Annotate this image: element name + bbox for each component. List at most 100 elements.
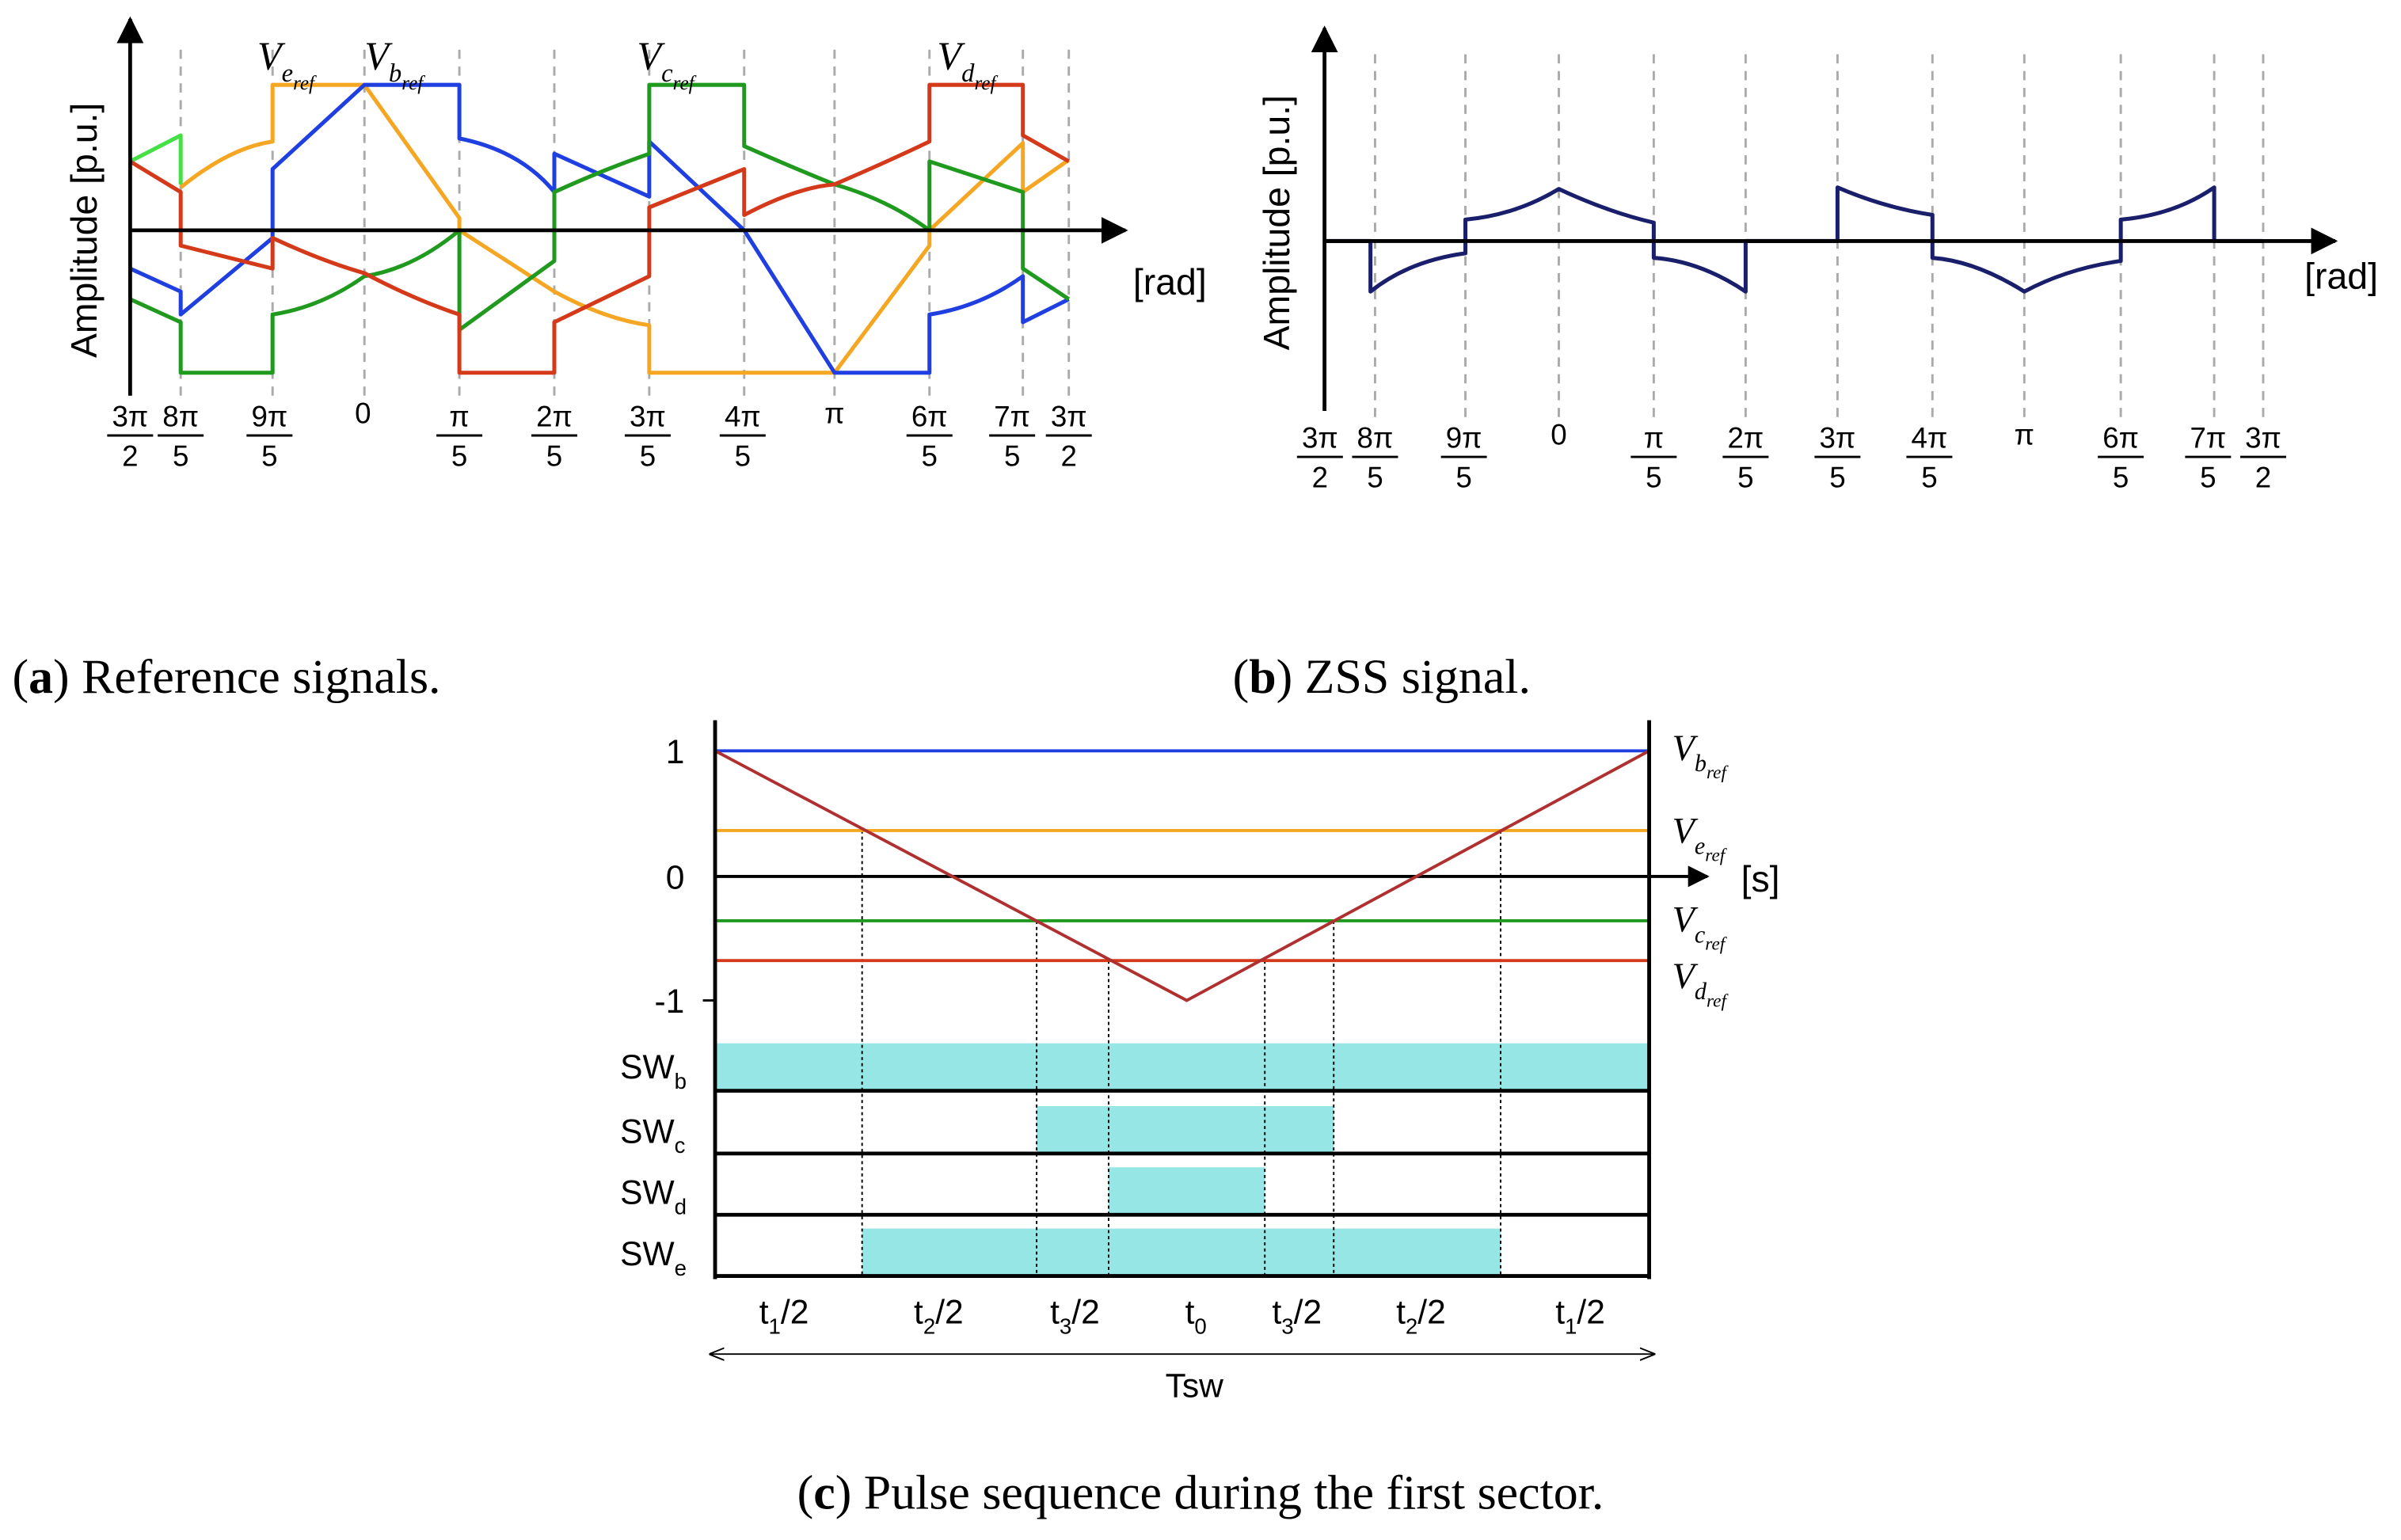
label-sub: d (1695, 978, 1707, 1005)
tick-numerator: π (1644, 421, 1664, 454)
caption-part: b (1249, 650, 1276, 704)
label-sub: d (675, 1194, 687, 1219)
label-rest: /2 (1071, 1294, 1099, 1332)
tick-label: 0 (1551, 419, 1566, 451)
time-unit: [s] (1741, 858, 1780, 899)
caption-part: ( (1233, 650, 1250, 704)
y-axis-label: Amplitude [p.u.] (1256, 95, 1297, 350)
label-main: SW (620, 1235, 675, 1273)
tick-numerator: π (449, 400, 469, 432)
label: Vdref (1672, 956, 1729, 1011)
tick-numerator: 2π (536, 400, 573, 432)
caption-part: ) Pulse sequence during the first sector… (835, 1466, 1604, 1519)
y-tick-label: 1 (666, 733, 685, 771)
tick-denominator: 2 (1060, 440, 1076, 473)
x-axis-unit: [rad] (2304, 255, 2378, 296)
label-sub: c (661, 59, 673, 88)
dotted-guides (861, 830, 1501, 1276)
label-sub: b (675, 1069, 687, 1093)
tick-numerator: 3π (2245, 421, 2281, 454)
label: SWc (620, 1112, 686, 1158)
tick-denominator: 5 (2113, 462, 2129, 494)
y-tick-label: 0 (666, 858, 685, 896)
tick-numerator: 4π (1912, 421, 1948, 454)
label-main: t (1185, 1294, 1195, 1332)
tick-numerator: 4π (725, 400, 761, 432)
tick-denominator: 2 (2255, 462, 2271, 494)
period-label: Tsw (1166, 1367, 1224, 1405)
carrier (714, 749, 1650, 1002)
label-main: SW (620, 1112, 675, 1150)
tick-denominator: 5 (261, 440, 277, 473)
label: t2/2 (914, 1294, 964, 1339)
tick-numerator: 7π (994, 400, 1030, 432)
tick-numerator: 3π (1051, 400, 1087, 432)
tick-numerator: 6π (911, 400, 948, 432)
label-rest: /2 (1294, 1294, 1322, 1332)
label-sub: 3 (1281, 1314, 1293, 1338)
label-main: SW (620, 1174, 675, 1212)
label: t3/2 (1272, 1294, 1322, 1339)
label-main: SW (620, 1048, 675, 1086)
label-subsub: ref (401, 73, 425, 94)
tick-denominator: 5 (451, 440, 467, 473)
tick-denominator: 5 (1367, 462, 1383, 494)
tick-denominator: 5 (173, 440, 188, 473)
label-subsub: ref (974, 73, 998, 94)
panel-a: Amplitude [p.u.] [rad] (63, 16, 1207, 402)
tick-denominator: 5 (1004, 440, 1020, 473)
caption-part: ( (12, 650, 29, 704)
label-sub: b (1695, 750, 1707, 777)
label: SWd (620, 1174, 687, 1219)
tick-numerator: 3π (1302, 421, 1338, 454)
label: Vdref (937, 34, 998, 94)
signal-b (129, 82, 1070, 375)
label: Vbref (1672, 728, 1729, 783)
label-main: V (937, 34, 965, 78)
label-rest: /2 (1577, 1294, 1604, 1332)
label-sub: e (675, 1256, 687, 1280)
label: t2/2 (1396, 1294, 1446, 1339)
caption: (a) Reference signals. (12, 650, 440, 704)
label-main: V (1672, 956, 1699, 997)
caption-part: ) Reference signals. (53, 650, 441, 704)
label-main: V (1672, 728, 1699, 769)
label-subsub: ref (1705, 934, 1727, 955)
label: t0 (1185, 1294, 1207, 1339)
label-main: t (914, 1294, 923, 1332)
label-main: t (759, 1294, 769, 1332)
tick-denominator: 5 (922, 440, 938, 473)
tick-denominator: 5 (1646, 462, 1661, 494)
label-rest: /2 (781, 1294, 809, 1332)
y-axis-label: Amplitude [p.u.] (63, 103, 105, 358)
label-main: V (637, 34, 665, 78)
signal-d (129, 82, 1070, 375)
label-sub: d (961, 59, 975, 88)
label-sub: 0 (1194, 1314, 1206, 1338)
tick-denominator: 5 (640, 440, 656, 473)
label: SWb (620, 1048, 687, 1093)
label-main: t (1555, 1294, 1565, 1332)
label: t1/2 (1555, 1294, 1605, 1339)
tick-numerator: 2π (1728, 421, 1764, 454)
tick-denominator: 5 (1921, 462, 1937, 494)
x-axis-unit: [rad] (1133, 261, 1207, 302)
tick-numerator: 9π (251, 400, 287, 432)
caption-part: c (813, 1466, 835, 1519)
y-tick-label: -1 (655, 983, 685, 1021)
label-subsub: ref (293, 73, 317, 94)
pulse-b (715, 1043, 1649, 1091)
label: t1/2 (759, 1294, 809, 1339)
label-sub: c (675, 1133, 686, 1158)
label-subsub: ref (673, 73, 697, 94)
tick-numerator: 3π (112, 400, 148, 432)
label-sub: e (282, 59, 294, 88)
tick-denominator: 5 (735, 440, 751, 473)
label-main: t (1272, 1294, 1281, 1332)
tick-label: π (824, 397, 844, 430)
label-main: V (257, 34, 286, 78)
label-main: t (1050, 1294, 1060, 1332)
label: SWe (620, 1235, 687, 1280)
signal-stub (129, 133, 183, 184)
